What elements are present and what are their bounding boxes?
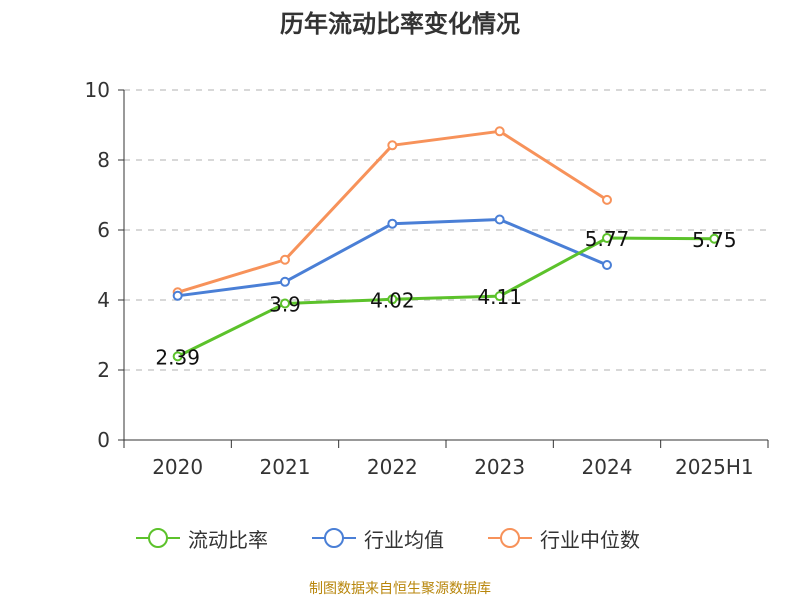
series-current-ratio-point xyxy=(387,294,398,305)
data-label: 4.02 xyxy=(370,288,415,312)
legend-line-circle-icon xyxy=(488,528,532,548)
series-industry-mean-point xyxy=(387,218,398,229)
series-industry-median-point xyxy=(280,254,290,265)
series-current-ratio-point xyxy=(602,233,612,244)
series-industry-mean-point xyxy=(494,214,505,225)
y-tick-label: 8 xyxy=(97,148,110,172)
y-tick-label: 0 xyxy=(97,428,110,452)
series-industry-median-point xyxy=(387,140,398,151)
series-industry-median-point xyxy=(494,126,505,137)
x-tick-label: 2022 xyxy=(367,455,418,479)
chart-legend: 流动比率 行业均值 行业中位数 xyxy=(0,520,800,556)
series-industry-mean-point xyxy=(280,276,290,287)
source-note: 制图数据来自恒生聚源数据库 xyxy=(309,581,491,597)
x-tick-label: 2025H1 xyxy=(675,455,754,479)
x-tick-label: 2021 xyxy=(260,455,311,479)
series-industry-mean-point xyxy=(172,290,183,301)
chart-title: 历年流动比率变化情况 xyxy=(280,10,520,38)
y-tick-label: 4 xyxy=(97,288,110,312)
series-industry-mean-line xyxy=(177,218,608,298)
series-current-ratio-point xyxy=(172,351,183,362)
x-tick-label: 2020 xyxy=(152,455,203,479)
series-current-ratio-point xyxy=(709,233,720,244)
y-tick-label: 2 xyxy=(97,358,110,382)
legend-item-industry-mean[interactable]: 行业均值 xyxy=(310,520,444,556)
legend-label-industry-mean: 行业均值 xyxy=(364,527,444,552)
y-tick-label: 6 xyxy=(97,218,110,242)
data-label: 3.9 xyxy=(269,293,301,317)
series-current-ratio-point xyxy=(280,298,290,309)
data-label: 2.39 xyxy=(155,345,200,369)
data-label: 5.77 xyxy=(585,227,630,251)
data-label: 5.75 xyxy=(692,228,737,252)
series-current-ratio-point xyxy=(494,291,505,302)
legend-label-current-ratio: 流动比率 xyxy=(188,527,268,552)
legend-label-industry-median: 行业中位数 xyxy=(540,527,640,552)
legend-item-current-ratio[interactable]: 流动比率 xyxy=(134,520,268,556)
series-industry-mean-point xyxy=(602,260,612,270)
legend-line-circle-icon xyxy=(312,528,356,548)
y-tick-label: 10 xyxy=(85,78,110,102)
legend-line-circle-icon xyxy=(136,528,180,548)
data-label: 4.11 xyxy=(477,285,522,309)
series-current-ratio-line xyxy=(177,236,715,358)
x-tick-label: 2023 xyxy=(474,455,525,479)
series-industry-median-point xyxy=(602,194,612,205)
x-tick-label: 2024 xyxy=(582,455,633,479)
series-industry-median-line xyxy=(177,129,608,294)
legend-item-industry-median[interactable]: 行业中位数 xyxy=(486,520,640,556)
